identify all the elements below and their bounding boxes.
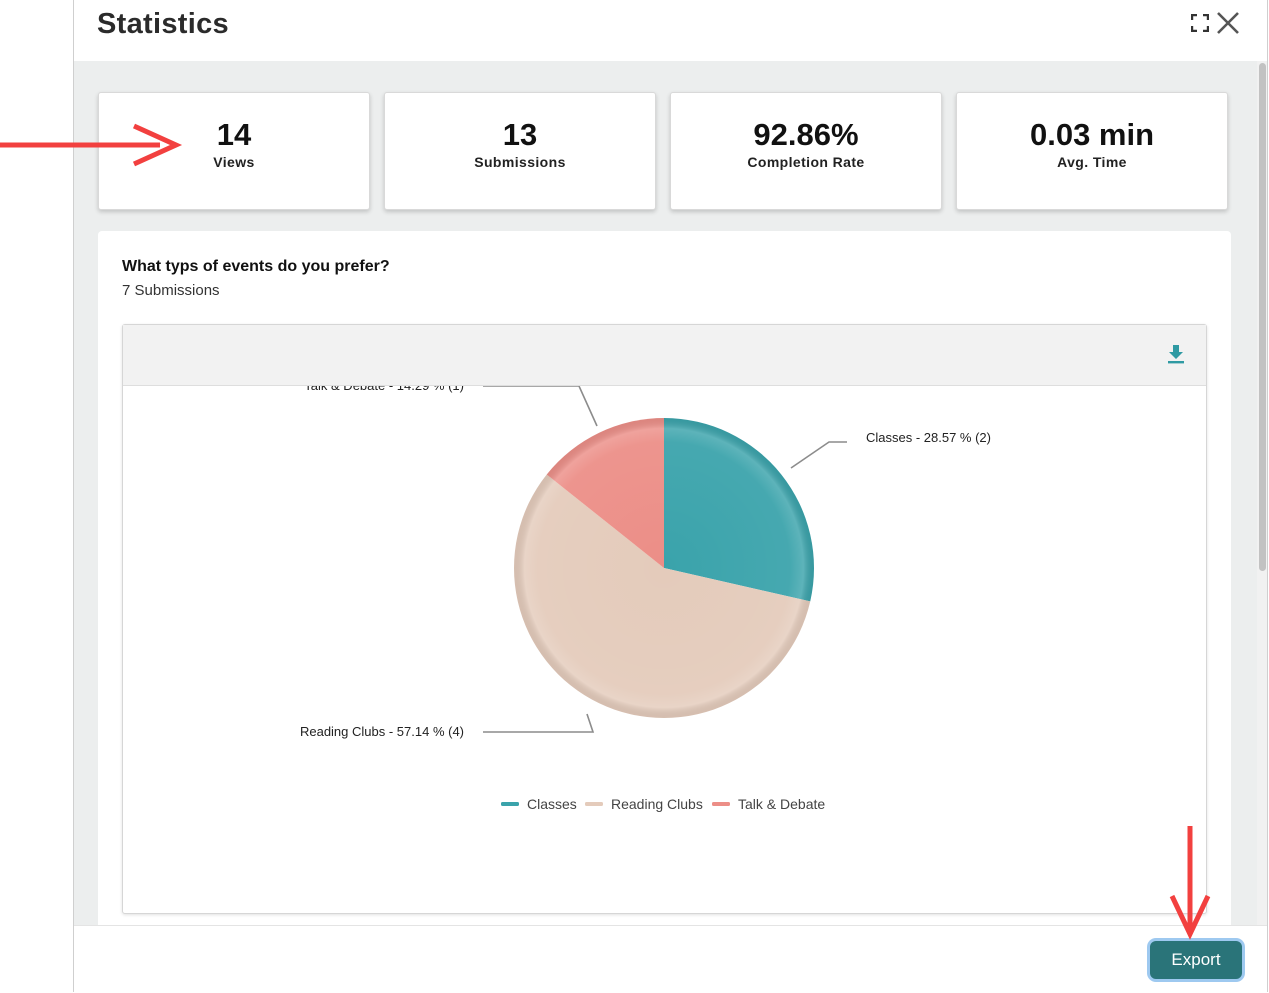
legend-item-reading-clubs[interactable]: Reading Clubs (585, 796, 703, 812)
stat-value: 14 (216, 117, 252, 152)
modal-header: Statistics (74, 0, 1267, 61)
stat-card-avg-time: 0.03 min Avg. Time (956, 92, 1228, 210)
data-label-connector (790, 441, 847, 469)
statistics-modal: Statistics 14 Views 13 Submissions (73, 0, 1268, 993)
data-label-classes: Classes - 28.57 % (2) (866, 430, 991, 445)
expand-icon[interactable] (1190, 13, 1210, 37)
stat-label: Views (213, 154, 255, 170)
stat-card-views: 14 Views (98, 92, 370, 210)
modal-body[interactable]: 14 Views 13 Submissions 92.86% Completio… (74, 61, 1259, 925)
data-label-reading-clubs: Reading Clubs - 57.14 % (4) (300, 724, 464, 739)
legend-swatch (585, 802, 603, 806)
legend-label: Classes (527, 796, 577, 812)
data-label-connector (483, 386, 598, 427)
legend-label: Reading Clubs (611, 796, 703, 812)
modal-footer: Export (74, 925, 1267, 993)
data-label-connector (483, 713, 595, 733)
chart-container: Classes - 28.57 % (2) Reading Clubs - 57.… (122, 324, 1207, 914)
legend-item-classes[interactable]: Classes (501, 796, 577, 812)
stat-card-completion-rate: 92.86% Completion Rate (670, 92, 942, 210)
stat-card-submissions: 13 Submissions (384, 92, 656, 210)
legend-swatch (712, 802, 730, 806)
data-label-talk-debate: Talk & Debate - 14.29 % (1) (304, 386, 464, 393)
legend-item-talk-debate[interactable]: Talk & Debate (712, 796, 825, 812)
stat-value: 13 (502, 117, 538, 152)
download-icon[interactable] (1167, 344, 1185, 369)
scrollbar-thumb[interactable] (1259, 63, 1266, 571)
modal-title: Statistics (97, 8, 229, 40)
close-icon[interactable] (1215, 10, 1241, 41)
question-submission-count: 7 Submissions (122, 282, 220, 299)
scrollbar[interactable] (1257, 61, 1267, 925)
chart-toolbar (123, 325, 1206, 386)
question-card: What typs of events do you prefer? 7 Sub… (98, 231, 1231, 925)
export-button[interactable]: Export (1150, 941, 1242, 979)
question-title: What typs of events do you prefer? (122, 258, 390, 275)
stat-label: Completion Rate (747, 154, 865, 170)
stat-value: 92.86% (753, 117, 859, 152)
stats-row: 14 Views 13 Submissions 92.86% Completio… (98, 92, 1228, 210)
stat-label: Avg. Time (1057, 154, 1127, 170)
stat-value: 0.03 min (1029, 117, 1155, 152)
header-actions (1190, 10, 1241, 41)
stat-label: Submissions (474, 154, 566, 170)
pie-chart: Classes - 28.57 % (2) Reading Clubs - 57.… (300, 386, 991, 812)
legend-swatch (501, 802, 519, 806)
legend-label: Talk & Debate (738, 796, 825, 812)
